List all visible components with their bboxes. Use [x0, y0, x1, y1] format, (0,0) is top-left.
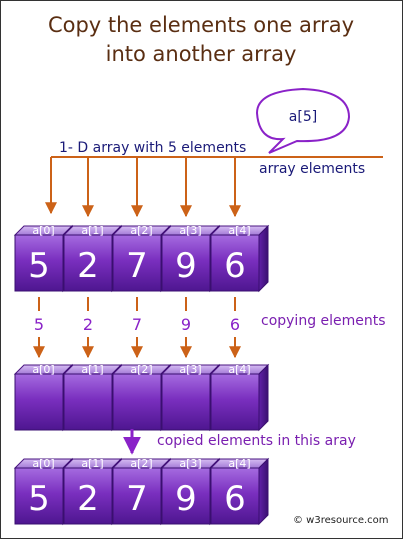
cell-front-face	[161, 234, 211, 292]
index-label: a[4]	[228, 224, 250, 237]
copy-arrows: 5 2 7 9 6	[33, 297, 241, 359]
result-cell: a[1] 2	[62, 457, 123, 526]
cell-front-face	[14, 373, 64, 431]
array-caption: 1- D array with 5 elements	[59, 140, 246, 156]
index-label: a[3]	[179, 457, 201, 470]
index-label: a[2]	[130, 363, 152, 376]
bubble-label: a[5]	[289, 109, 317, 125]
cell-front-face	[112, 467, 162, 525]
index-label: a[1]	[81, 224, 103, 237]
destination-cell: a[1]	[62, 363, 123, 432]
array-elements-label: array elements	[259, 161, 365, 177]
copy-value: 5	[34, 315, 44, 334]
value-label: 6	[224, 479, 246, 519]
cell-front-face	[210, 234, 260, 292]
cell-front-face	[14, 467, 64, 525]
cell-front-face	[161, 373, 211, 431]
value-label: 9	[175, 479, 197, 519]
copied-elements-label: copied elements in this aray	[157, 433, 356, 449]
cell-front-face	[63, 234, 113, 292]
cell-front-face	[63, 467, 113, 525]
cell-front-face	[112, 234, 162, 292]
source-cell: a[0] 5	[13, 224, 74, 293]
destination-cell: a[4]	[209, 363, 270, 432]
result-cell: a[3] 9	[160, 457, 221, 526]
index-label: a[2]	[130, 224, 152, 237]
title-line-1: Copy the elements one array	[48, 13, 354, 37]
source-array: a[0] 5 a[1] 2 a[2] 7 a[3] 9 a[4] 6	[13, 224, 270, 293]
cell-front-face	[210, 467, 260, 525]
cell-side-face	[258, 457, 269, 526]
destination-array-filled: a[0] 5 a[1] 2 a[2] 7 a[3] 9 a[4] 6	[13, 457, 270, 526]
cell-side-face	[258, 363, 269, 432]
index-label: a[4]	[228, 363, 250, 376]
value-label: 5	[28, 246, 50, 286]
copy-value: 7	[132, 315, 142, 334]
value-label: 7	[126, 246, 148, 286]
value-label: 7	[126, 479, 148, 519]
source-arrows	[82, 157, 241, 218]
cell-front-face	[210, 373, 260, 431]
array-size-bubble: a[5]	[255, 87, 351, 154]
destination-cell: a[3]	[160, 363, 221, 432]
copy-value: 9	[181, 315, 191, 334]
copy-value: 6	[230, 315, 240, 334]
index-label: a[0]	[32, 363, 54, 376]
bubble-outline	[255, 87, 351, 154]
copying-elements-label: copying elements	[261, 313, 386, 329]
index-label: a[0]	[32, 224, 54, 237]
result-cell: a[4] 6	[209, 457, 270, 526]
copy-value: 2	[83, 315, 93, 334]
index-label: a[0]	[32, 457, 54, 470]
index-label: a[4]	[228, 457, 250, 470]
result-cell: a[2] 7	[111, 457, 172, 526]
source-cell: a[2] 7	[111, 224, 172, 293]
title-line-2: into another array	[106, 42, 297, 66]
value-label: 5	[28, 479, 50, 519]
value-label: 9	[175, 246, 197, 286]
value-label: 2	[77, 246, 99, 286]
value-label: 6	[224, 246, 246, 286]
cell-front-face	[14, 234, 64, 292]
index-label: a[2]	[130, 457, 152, 470]
destination-cell: a[2]	[111, 363, 172, 432]
cell-front-face	[63, 373, 113, 431]
value-label: 2	[77, 479, 99, 519]
index-label: a[1]	[81, 363, 103, 376]
cell-front-face	[112, 373, 162, 431]
source-cell: a[1] 2	[62, 224, 123, 293]
cell-side-face	[258, 224, 269, 293]
index-label: a[3]	[179, 224, 201, 237]
source-cell: a[3] 9	[160, 224, 221, 293]
destination-cell: a[0]	[13, 363, 74, 432]
credit-text: © w3resource.com	[293, 515, 389, 526]
index-label: a[3]	[179, 363, 201, 376]
source-cell: a[4] 6	[209, 224, 270, 293]
result-cell: a[0] 5	[13, 457, 74, 526]
index-label: a[1]	[81, 457, 103, 470]
destination-array-empty: a[0] a[1] a[2] a[3] a[4]	[13, 363, 270, 432]
cell-front-face	[161, 467, 211, 525]
